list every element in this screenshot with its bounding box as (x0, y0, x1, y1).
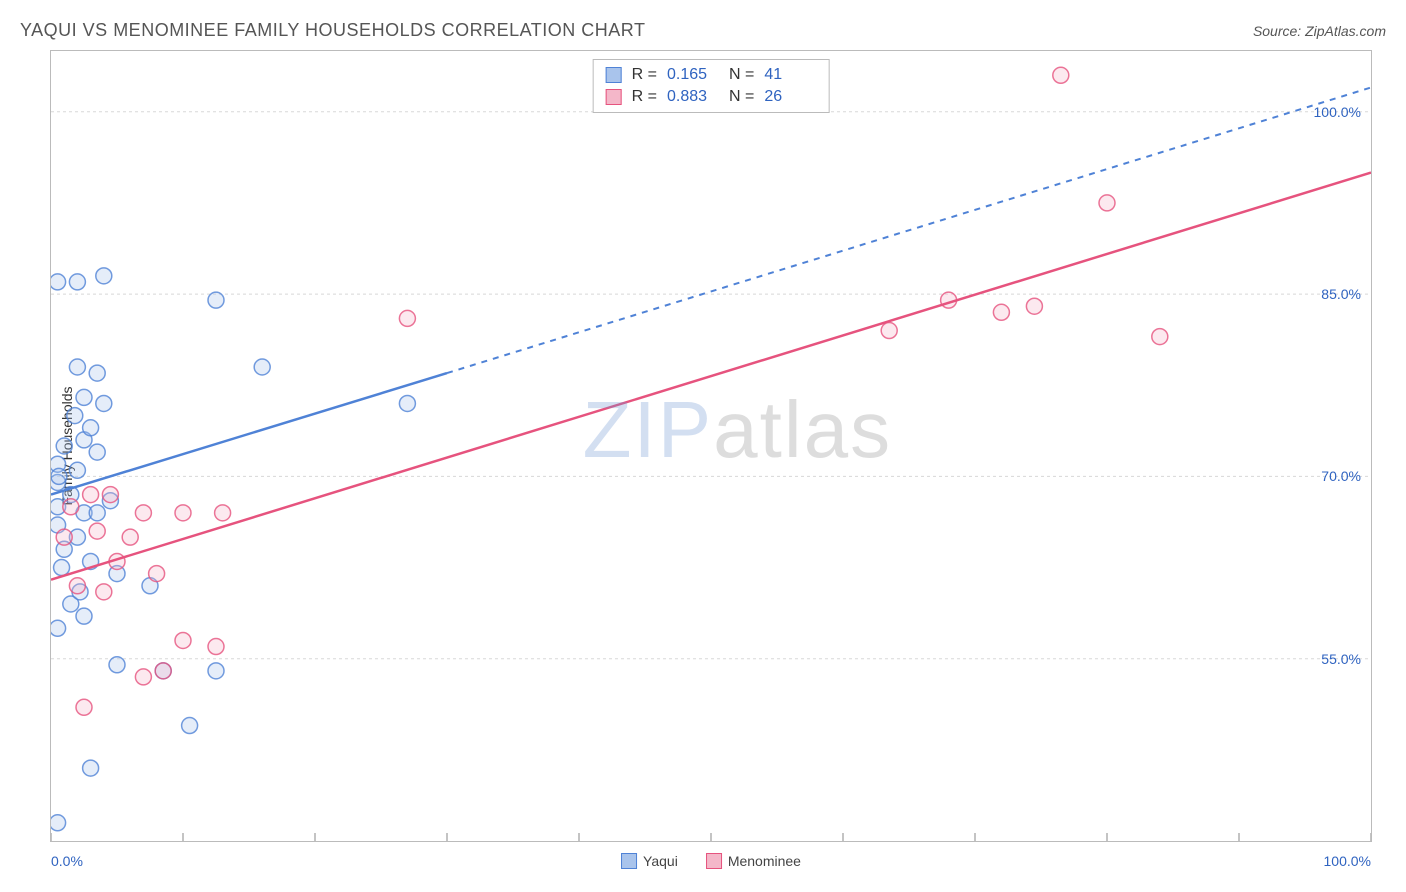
n-label: N = (729, 88, 754, 106)
legend-bottom: Yaqui Menominee (621, 853, 801, 869)
chart-title: YAQUI VS MENOMINEE FAMILY HOUSEHOLDS COR… (20, 20, 645, 41)
y-tick-label: 55.0% (1321, 651, 1361, 667)
swatch-icon (606, 67, 622, 83)
r-value: 0.165 (667, 66, 719, 84)
swatch-icon (606, 89, 622, 105)
source-label: Source: ZipAtlas.com (1253, 23, 1386, 39)
chart-area: Family Households ZIPatlas R = 0.165 N =… (50, 50, 1372, 842)
y-tick-label: 70.0% (1321, 468, 1361, 484)
r-label: R = (632, 66, 657, 84)
swatch-icon (706, 853, 722, 869)
y-tick-label: 100.0% (1314, 104, 1361, 120)
n-value: 26 (764, 88, 816, 106)
legend-item-menominee: Menominee (706, 853, 801, 869)
r-label: R = (632, 88, 657, 106)
swatch-icon (621, 853, 637, 869)
n-value: 41 (764, 66, 816, 84)
x-tick-label: 100.0% (1324, 853, 1371, 869)
stats-row-menominee: R = 0.883 N = 26 (606, 86, 817, 108)
r-value: 0.883 (667, 88, 719, 106)
legend-label: Yaqui (643, 853, 678, 869)
stats-legend-box: R = 0.165 N = 41 R = 0.883 N = 26 (593, 59, 830, 113)
x-tick-label: 0.0% (51, 853, 83, 869)
title-bar: YAQUI VS MENOMINEE FAMILY HOUSEHOLDS COR… (20, 20, 1386, 41)
legend-item-yaqui: Yaqui (621, 853, 678, 869)
stats-row-yaqui: R = 0.165 N = 41 (606, 64, 817, 86)
scatter-plot-svg (51, 51, 1371, 841)
legend-label: Menominee (728, 853, 801, 869)
y-tick-label: 85.0% (1321, 286, 1361, 302)
n-label: N = (729, 66, 754, 84)
